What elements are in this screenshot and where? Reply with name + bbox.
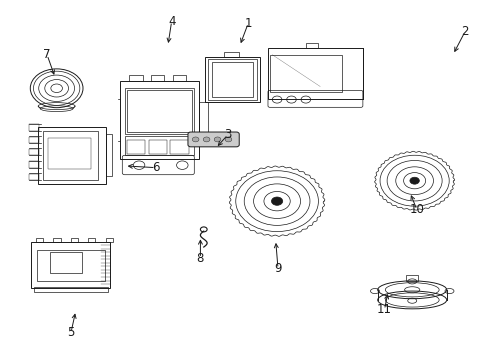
Bar xyxy=(170,140,188,153)
Bar xyxy=(29,149,40,155)
Bar xyxy=(37,249,104,281)
Bar xyxy=(305,44,317,48)
Bar xyxy=(267,48,363,99)
Bar xyxy=(50,252,81,274)
Bar xyxy=(406,275,417,282)
Text: 10: 10 xyxy=(409,203,424,216)
Text: 6: 6 xyxy=(152,161,159,174)
Bar xyxy=(124,136,194,155)
Bar xyxy=(105,238,113,242)
Bar xyxy=(43,131,98,180)
Bar xyxy=(34,287,108,292)
Bar xyxy=(224,52,238,57)
Ellipse shape xyxy=(203,137,209,142)
Bar xyxy=(48,138,91,170)
Ellipse shape xyxy=(192,137,199,142)
Text: 8: 8 xyxy=(196,252,203,265)
Text: 5: 5 xyxy=(67,326,75,339)
Bar xyxy=(120,81,199,159)
Bar xyxy=(31,242,110,288)
Ellipse shape xyxy=(224,137,231,142)
Text: 3: 3 xyxy=(224,129,231,141)
Bar xyxy=(39,127,105,184)
Bar xyxy=(71,238,78,242)
Bar xyxy=(212,62,253,97)
Bar xyxy=(172,75,185,81)
Bar xyxy=(88,238,95,242)
Bar xyxy=(36,238,43,242)
Ellipse shape xyxy=(409,177,419,184)
Bar xyxy=(148,140,167,153)
Text: 4: 4 xyxy=(167,15,175,28)
Bar xyxy=(29,174,40,180)
Bar xyxy=(124,88,194,134)
Bar xyxy=(205,57,260,102)
Bar xyxy=(269,55,341,92)
Bar xyxy=(208,59,257,100)
Text: 11: 11 xyxy=(376,303,391,316)
Bar xyxy=(127,140,145,153)
Text: 7: 7 xyxy=(43,48,51,61)
Bar xyxy=(199,102,207,145)
Bar xyxy=(127,90,191,132)
Text: 1: 1 xyxy=(244,17,252,30)
Ellipse shape xyxy=(214,137,221,142)
Bar xyxy=(53,238,61,242)
Bar xyxy=(29,161,40,168)
Bar xyxy=(29,136,40,143)
Bar xyxy=(29,124,40,131)
Text: 2: 2 xyxy=(460,25,468,38)
Bar xyxy=(129,75,142,81)
FancyBboxPatch shape xyxy=(187,132,239,147)
Bar xyxy=(151,75,164,81)
Bar xyxy=(105,134,112,176)
Text: 9: 9 xyxy=(274,262,281,275)
Ellipse shape xyxy=(271,197,282,205)
